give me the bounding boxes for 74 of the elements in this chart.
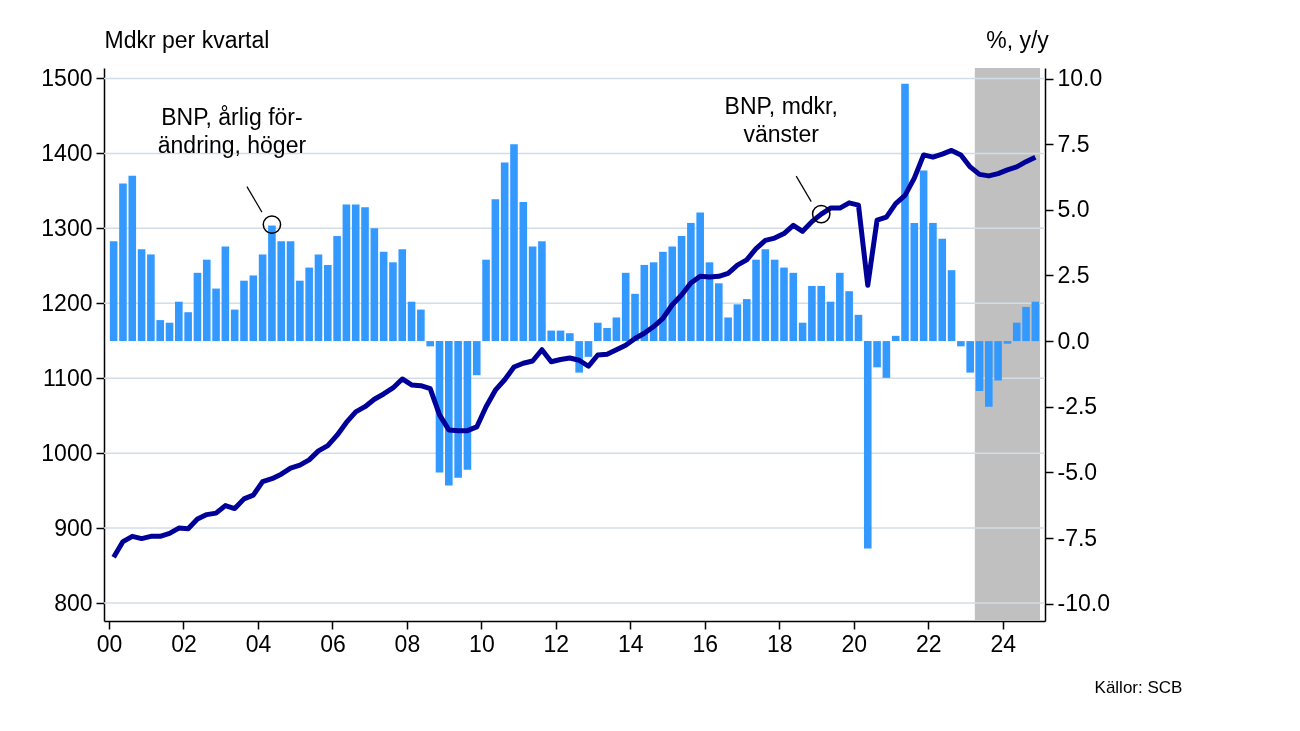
bar [491,199,500,342]
x-tick-label: 20 [841,630,868,657]
bar [1003,341,1012,344]
bar [566,333,574,342]
y-tick-label: 1200 [41,289,93,316]
bar [733,304,742,342]
bar [137,249,146,342]
x-tick-label: 04 [245,630,272,657]
y-tick-label: 1400 [41,139,93,166]
y2-tick-label: -7.5 [1057,524,1098,551]
bar [882,341,891,378]
bar [482,259,490,342]
x-tick-label: 18 [767,630,793,657]
y2-tick-label: 2.5 [1057,261,1090,288]
bar [528,246,537,342]
bar [975,341,984,391]
bar [854,314,863,342]
y2-tick-label: -2.5 [1057,393,1098,420]
bar [584,341,593,357]
bar [193,272,202,342]
bar [426,341,434,347]
bar [379,251,388,342]
bar [109,241,118,342]
bar [910,222,919,342]
bar [770,259,779,342]
x-tick-label: 14 [618,630,644,657]
x-tick-label: 12 [543,630,570,657]
x-tick-label: 22 [915,630,942,657]
x-tick-label: 16 [692,630,719,657]
bar [500,162,509,342]
y-tick-label: 1000 [41,439,93,466]
bar [417,309,425,342]
bar [230,309,239,342]
x-tick-label: 24 [990,630,1017,657]
y-tick-label: 1100 [43,364,93,391]
y2-tick-label: 7.5 [1057,130,1090,157]
y-tick-label: 1500 [41,64,93,91]
x-tick-label: 08 [394,630,421,657]
x-tick-label: 02 [171,630,197,657]
bar [342,204,351,342]
x-tick-label: 10 [469,630,495,657]
y2-tick-label: 10.0 [1057,65,1103,91]
bar [472,341,481,376]
bar [165,322,174,342]
bar [1031,301,1040,342]
y2-tick-label: -10.0 [1057,590,1110,617]
y2-tick-label: 5.0 [1057,196,1090,223]
text: Källor: SCB [1094,678,1183,697]
bar [919,170,928,342]
bar [947,270,956,342]
y2-tick-label: -5.0 [1057,458,1098,485]
bar [798,322,807,342]
x-tick-label: 06 [320,630,346,657]
y-tick-label: 900 [54,514,93,541]
x-tick-label: 00 [96,630,123,657]
bar [901,83,909,342]
y2-tick-label: 0.0 [1057,327,1090,354]
bar [826,301,835,342]
y-tick-label: 1300 [41,214,93,241]
bar [407,301,416,342]
y2-axis-title: %, y/y [986,26,1050,53]
bar [221,246,230,342]
annotation: BNP, årlig för- ändring, höger [157,103,307,158]
bar [612,317,621,342]
bar [240,280,248,342]
bar [258,254,267,342]
bar [370,228,379,342]
bar [761,249,770,342]
bar [286,241,295,342]
bar [249,275,258,342]
y-tick-label: 800 [54,589,93,616]
annotation: BNP, mdkr, vänster [724,93,838,148]
bar [314,254,323,342]
y-axis-title: Mdkr per kvartal [104,26,270,53]
